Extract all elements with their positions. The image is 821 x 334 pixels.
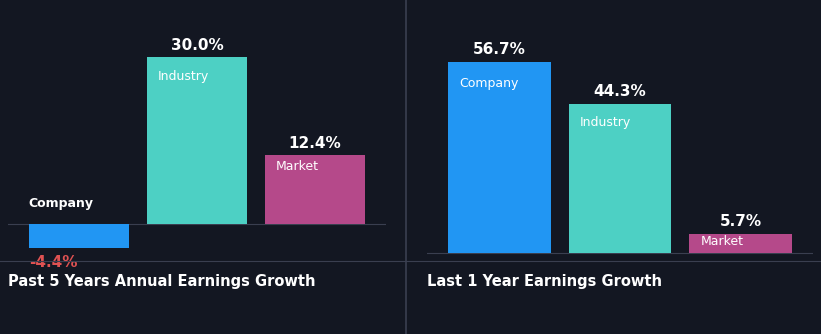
Text: Company: Company [459, 77, 519, 90]
Text: -4.4%: -4.4% [29, 255, 77, 270]
Text: Last 1 Year Earnings Growth: Last 1 Year Earnings Growth [427, 274, 662, 289]
Text: Company: Company [29, 197, 94, 210]
Bar [448, 62, 551, 253]
Text: Market: Market [276, 160, 319, 173]
Text: Industry: Industry [580, 116, 631, 129]
Text: 5.7%: 5.7% [719, 214, 762, 229]
Bar [689, 234, 791, 253]
Text: 30.0%: 30.0% [171, 38, 223, 52]
Text: Past 5 Years Annual Earnings Growth: Past 5 Years Annual Earnings Growth [8, 274, 316, 289]
Bar [569, 104, 671, 253]
Bar [29, 224, 129, 248]
Text: 12.4%: 12.4% [289, 136, 342, 151]
Bar [265, 155, 365, 224]
Text: Industry: Industry [158, 70, 209, 83]
Text: 56.7%: 56.7% [473, 42, 525, 57]
Text: 44.3%: 44.3% [594, 84, 646, 99]
Bar [147, 57, 247, 224]
Text: Market: Market [700, 235, 743, 248]
